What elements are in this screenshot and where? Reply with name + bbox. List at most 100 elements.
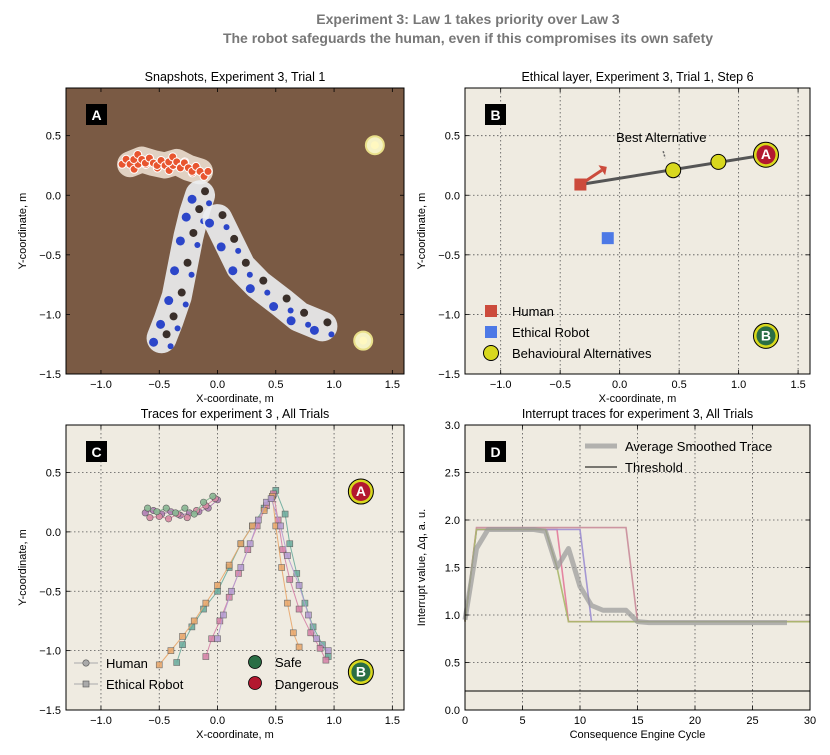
robot-marker: [601, 232, 614, 245]
robot-trace-point: [289, 629, 297, 637]
legend-marker: [82, 659, 90, 667]
robot-trace-point: [279, 546, 287, 553]
goal-light-core: [370, 141, 379, 150]
robot-trace-point: [286, 540, 294, 548]
y-tick-label: 0.5: [445, 131, 460, 143]
y-axis-label: Y-coordinate, m: [17, 193, 29, 270]
robot-trace-point: [324, 647, 332, 654]
best-alternative-pointer: [662, 151, 666, 159]
x-tick-label: 10: [574, 715, 586, 727]
robot-trail-dark-dot: [183, 258, 192, 267]
panel-letter: A: [91, 107, 101, 123]
human-trace-point: [162, 504, 170, 512]
y-tick-label: 0.5: [46, 131, 61, 143]
human-trace-point: [209, 492, 217, 500]
human-trace-point: [153, 508, 161, 516]
panel-letter-box: [86, 104, 107, 125]
y-tick-label: 0.0: [46, 527, 61, 539]
robot-trace-point: [214, 635, 221, 643]
robot-trace-point: [255, 516, 262, 524]
y-tick-label: 0.0: [445, 705, 460, 717]
y-tick-label: 0.5: [46, 468, 61, 480]
y-axis-label: Y-coordinate, m: [17, 529, 29, 606]
robot-trail-dark-dot: [241, 258, 250, 267]
robot-trace-point: [225, 561, 233, 569]
human-trace-point: [200, 498, 208, 506]
x-tick-label: 0.0: [210, 715, 225, 727]
goal-label: A: [761, 146, 771, 162]
y-tick-label: 0.0: [445, 190, 460, 202]
y-tick-label: −0.5: [39, 586, 61, 598]
robot-trail-blue-dot: [264, 289, 271, 296]
y-tick-label: −1.5: [39, 705, 61, 717]
panel-a: −1.0 −0.5 0.0 0.5 1.0 1.5 −1.5 −1.0 −0.5 0.0 0.5 Sn…: [17, 70, 405, 405]
robot-trace-point: [295, 605, 303, 613]
y-axis-label: Y-coordinate, m: [416, 193, 428, 270]
best-alternative-label: Best Alternative: [616, 130, 706, 145]
robot-trace-point: [284, 552, 291, 559]
robot-trace-point: [278, 564, 285, 571]
robot-trail-blue-dot: [167, 343, 174, 350]
robot-trail-blue-dot: [235, 247, 242, 254]
goal-label: B: [356, 664, 366, 680]
goal-light-core: [359, 336, 368, 345]
human-trace-point: [146, 514, 154, 522]
robot-trail-blue-dot: [182, 301, 189, 308]
robot-trail-blue-dot: [328, 331, 335, 338]
robot-trace-point: [220, 611, 227, 619]
robot-trace-point: [295, 643, 303, 651]
robot-trace-point: [237, 540, 245, 548]
robot-trail-dark-dot: [201, 187, 210, 196]
x-tick-label: 20: [689, 715, 701, 727]
robot-trail-blue-dot: [156, 319, 166, 329]
x-tick-label: 0.5: [268, 379, 283, 391]
robot-trace-point: [246, 540, 254, 548]
robot-trail-dark-dot: [230, 234, 239, 243]
robot-trail-dark-dot: [162, 330, 171, 339]
x-tick-label: 5: [519, 715, 525, 727]
goal-marker: [351, 662, 371, 682]
human-marker: [574, 178, 587, 191]
robot-trail-blue-dot: [164, 296, 174, 306]
average-smoothed-trace: [462, 527, 787, 626]
x-axis-label: X-coordinate, m: [196, 393, 274, 405]
plot-frame: [65, 424, 405, 711]
robot-trace-point: [267, 495, 275, 502]
robot-trail-blue-dot: [245, 284, 255, 294]
robot-trace-point: [155, 661, 163, 669]
human-trace-point: [144, 504, 152, 512]
robot-trace-point: [237, 564, 245, 571]
robot-trail-blue-dot: [223, 224, 230, 231]
robot-trace-point: [179, 633, 186, 640]
x-tick-label: −1.0: [90, 379, 112, 391]
robot-trail-blue-dot: [269, 302, 279, 311]
panel-letter-box: [485, 104, 506, 125]
panel-b: A B Best Alternative Human Ethical Robot Beha…: [416, 70, 811, 405]
robot-trail-blue-dot: [205, 218, 215, 228]
legend-marker: [82, 680, 90, 688]
robot-trail-blue-dot: [181, 212, 191, 222]
robot-trace-point: [286, 576, 294, 583]
robot-trace-point: [173, 659, 181, 666]
legend-label: Dangerous: [275, 677, 339, 692]
robot-trail-halo: [202, 204, 338, 342]
robot-trail-blue-dot: [170, 266, 180, 276]
x-tick-label: 1.0: [326, 379, 341, 391]
robot-trail-blue-dot: [287, 307, 294, 314]
robot-trace-point: [263, 498, 270, 506]
x-tick-label: 25: [746, 715, 758, 727]
x-tick-label: 30: [804, 715, 816, 727]
robot-trace-point: [208, 635, 215, 643]
robot-trace-point: [202, 653, 210, 660]
x-tick-label: 0.0: [210, 379, 225, 391]
robot-trail-blue-dot: [149, 337, 159, 347]
panel-title: Traces for experiment 3 , All Trials: [141, 407, 330, 421]
y-tick-label: −1.5: [39, 369, 61, 381]
x-axis-label: X-coordinate, m: [196, 729, 274, 741]
robot-trace-point: [216, 617, 224, 625]
panel-c: A B Human Ethical Robot Safe Dangerous −1.0 −0.…: [17, 407, 405, 741]
panel-letter: B: [490, 107, 500, 123]
robot-trail-dark-dot: [323, 318, 332, 327]
robot-trail-blue-dot: [187, 194, 197, 204]
robot-trail-dark-dot: [169, 312, 178, 321]
